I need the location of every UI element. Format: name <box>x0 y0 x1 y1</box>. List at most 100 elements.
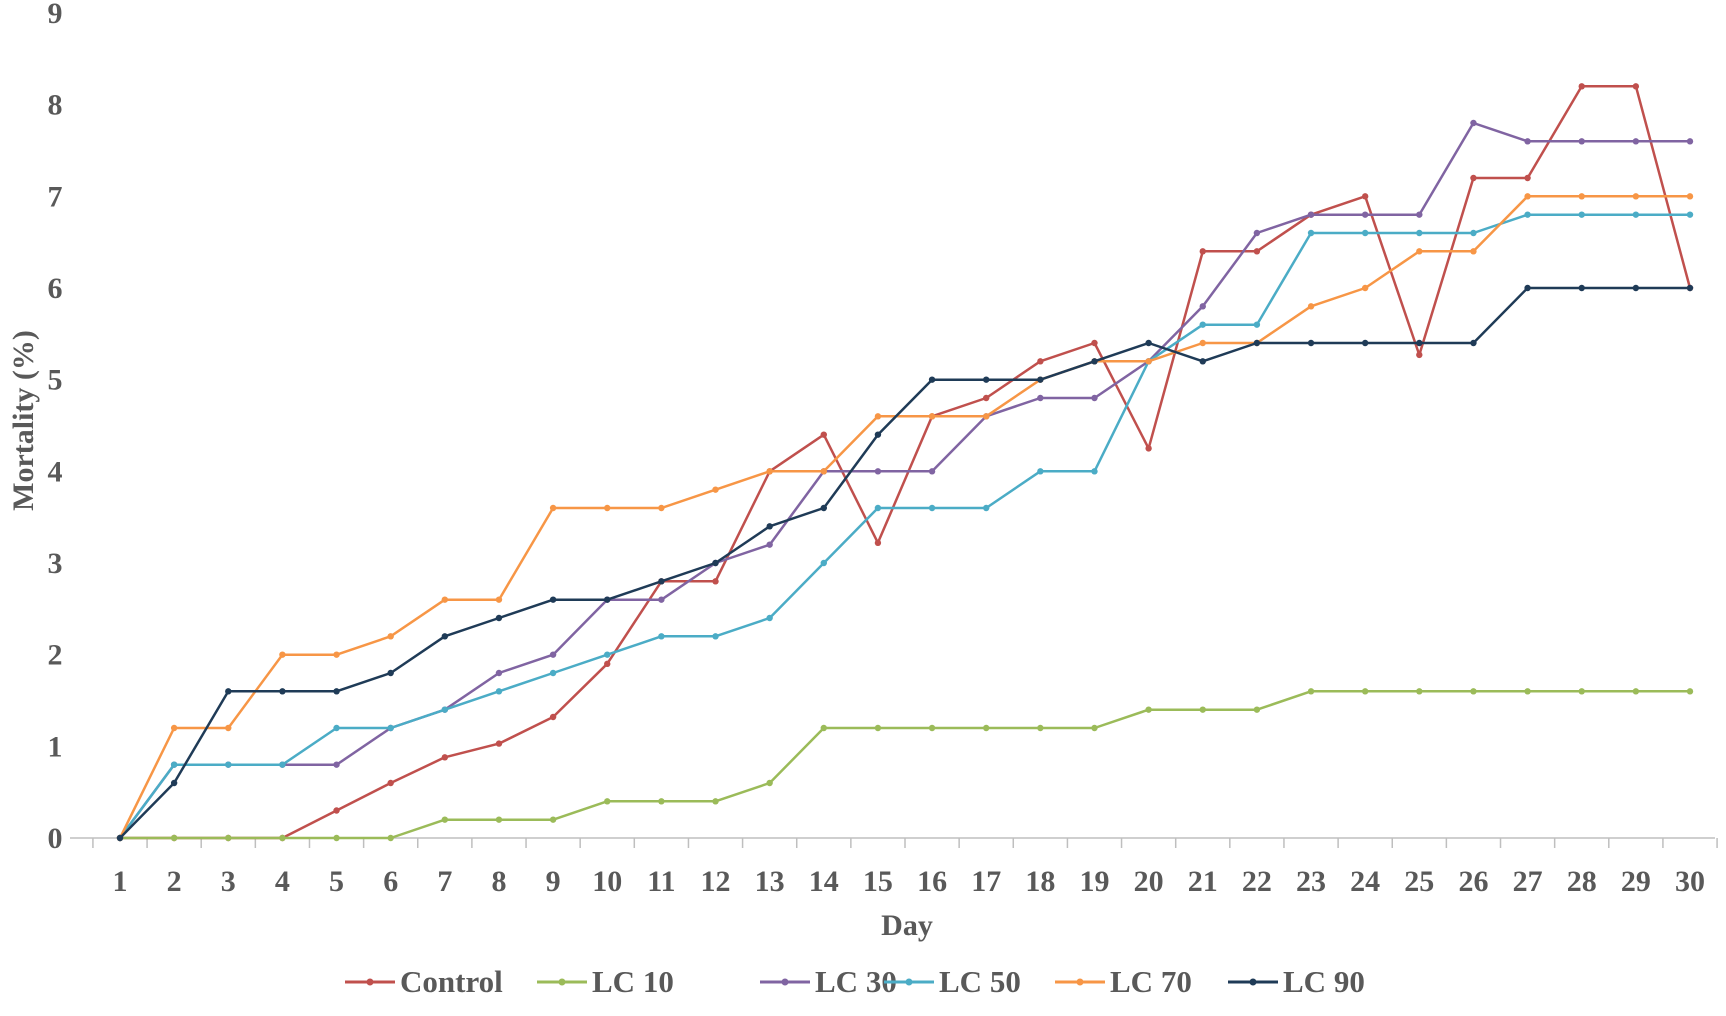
data-point-lc-70 <box>225 724 232 732</box>
data-point-lc-90 <box>549 596 557 603</box>
data-point-lc-50 <box>820 559 827 567</box>
x-tick-label: 5 <box>329 865 344 898</box>
data-point-lc-50 <box>1686 211 1694 218</box>
data-point-control <box>1361 193 1369 200</box>
data-point-lc-70 <box>766 468 773 475</box>
x-tick-label: 17 <box>971 865 1001 898</box>
data-point-lc-70 <box>549 504 557 512</box>
data-point-lc-30 <box>1037 394 1044 402</box>
data-point-lc-90 <box>1578 284 1585 292</box>
data-point-lc-10 <box>1578 688 1585 695</box>
data-point-lc-30 <box>1470 119 1477 127</box>
data-point-lc-30 <box>1091 394 1098 402</box>
data-point-lc-70 <box>1145 358 1152 365</box>
data-point-lc-10 <box>983 724 990 732</box>
legend-item-lc-90: LC 90 <box>1228 964 1365 999</box>
data-point-control <box>983 394 990 402</box>
series-lc-50 <box>116 211 1694 842</box>
data-point-lc-70 <box>333 651 340 658</box>
legend-item-control: Control <box>345 964 503 999</box>
x-tick-label: 25 <box>1404 865 1434 898</box>
series-line-control <box>120 85 1692 840</box>
y-tick-label: 0 <box>48 822 63 855</box>
data-point-control <box>549 713 557 721</box>
data-point-lc-70 <box>1524 193 1531 200</box>
data-point-lc-70 <box>495 596 503 603</box>
data-point-lc-50 <box>333 724 340 732</box>
data-point-lc-70 <box>658 504 665 512</box>
x-tick-label: 10 <box>592 865 622 898</box>
data-point-lc-30 <box>1307 211 1315 218</box>
x-tick-label: 29 <box>1621 865 1651 898</box>
data-point-lc-90 <box>1037 376 1044 383</box>
data-point-lc-30 <box>1199 303 1206 310</box>
data-point-lc-90 <box>279 688 286 695</box>
legend-marker <box>1249 978 1257 986</box>
data-point-lc-30 <box>1578 138 1585 145</box>
x-tick-label: 3 <box>221 865 236 898</box>
data-point-lc-10 <box>1686 688 1694 695</box>
data-point-lc-30 <box>1632 138 1640 145</box>
data-point-lc-90 <box>1470 339 1477 347</box>
data-point-lc-50 <box>766 614 773 622</box>
data-point-lc-70 <box>874 413 882 420</box>
data-point-lc-70 <box>1307 303 1315 310</box>
series-lc-70 <box>116 193 1694 842</box>
data-point-lc-70 <box>1361 284 1369 292</box>
series-layer <box>116 83 1694 842</box>
y-tick-label: 1 <box>48 730 63 763</box>
data-point-lc-10 <box>820 724 827 732</box>
series-lc-10 <box>116 688 1694 842</box>
data-point-lc-90 <box>1632 284 1640 292</box>
data-point-lc-50 <box>1253 321 1261 328</box>
data-point-lc-10 <box>1253 706 1261 713</box>
data-point-lc-90 <box>820 504 827 512</box>
x-tick-label: 2 <box>167 865 182 898</box>
x-tick-label: 23 <box>1296 865 1326 898</box>
y-tick-label: 5 <box>48 364 63 397</box>
x-axis-title: Day <box>881 909 933 942</box>
data-point-lc-70 <box>1632 193 1640 200</box>
legend-label: Control <box>400 964 503 999</box>
data-point-lc-90 <box>874 431 882 438</box>
data-point-lc-90 <box>333 688 340 695</box>
data-point-lc-50 <box>983 504 990 512</box>
data-point-lc-50 <box>928 504 936 512</box>
data-point-lc-10 <box>604 798 611 805</box>
data-point-control <box>1253 248 1261 255</box>
data-point-lc-90 <box>983 376 990 383</box>
data-point-lc-10 <box>928 724 936 732</box>
y-tick-label: 6 <box>48 272 63 305</box>
data-point-lc-90 <box>658 578 665 585</box>
data-point-lc-10 <box>225 834 232 842</box>
legend-marker <box>1076 978 1084 986</box>
data-point-lc-30 <box>928 468 936 475</box>
data-point-lc-30 <box>658 596 665 603</box>
data-point-control <box>1470 174 1477 182</box>
data-point-lc-10 <box>549 816 557 823</box>
data-point-lc-50 <box>1037 468 1044 475</box>
data-point-control <box>333 807 340 814</box>
data-point-lc-50 <box>1578 211 1585 218</box>
series-line-lc-50 <box>118 213 1690 839</box>
data-point-lc-50 <box>441 706 449 713</box>
x-tick-label: 16 <box>917 865 947 898</box>
data-point-lc-10 <box>1307 688 1315 695</box>
data-point-lc-70 <box>983 413 990 420</box>
y-tick-label: 7 <box>48 180 63 213</box>
legend: Control LC 10 LC 30 LC 50 LC 70 LC 90 <box>345 964 1365 999</box>
data-point-lc-70 <box>1199 339 1206 347</box>
series-line-lc-10 <box>120 690 1690 840</box>
y-axis-title: Mortality (%) <box>7 330 40 511</box>
data-point-lc-90 <box>1361 339 1369 347</box>
x-tick-label: 21 <box>1188 865 1218 898</box>
series-line-lc-30 <box>118 121 1690 839</box>
data-point-lc-50 <box>1199 321 1206 328</box>
data-point-lc-70 <box>1416 248 1423 255</box>
x-tick-label: 9 <box>546 865 561 898</box>
data-point-lc-70 <box>1686 193 1694 200</box>
y-tick-label: 8 <box>48 89 63 122</box>
data-point-lc-30 <box>1361 211 1369 218</box>
data-point-lc-50 <box>1091 468 1098 475</box>
